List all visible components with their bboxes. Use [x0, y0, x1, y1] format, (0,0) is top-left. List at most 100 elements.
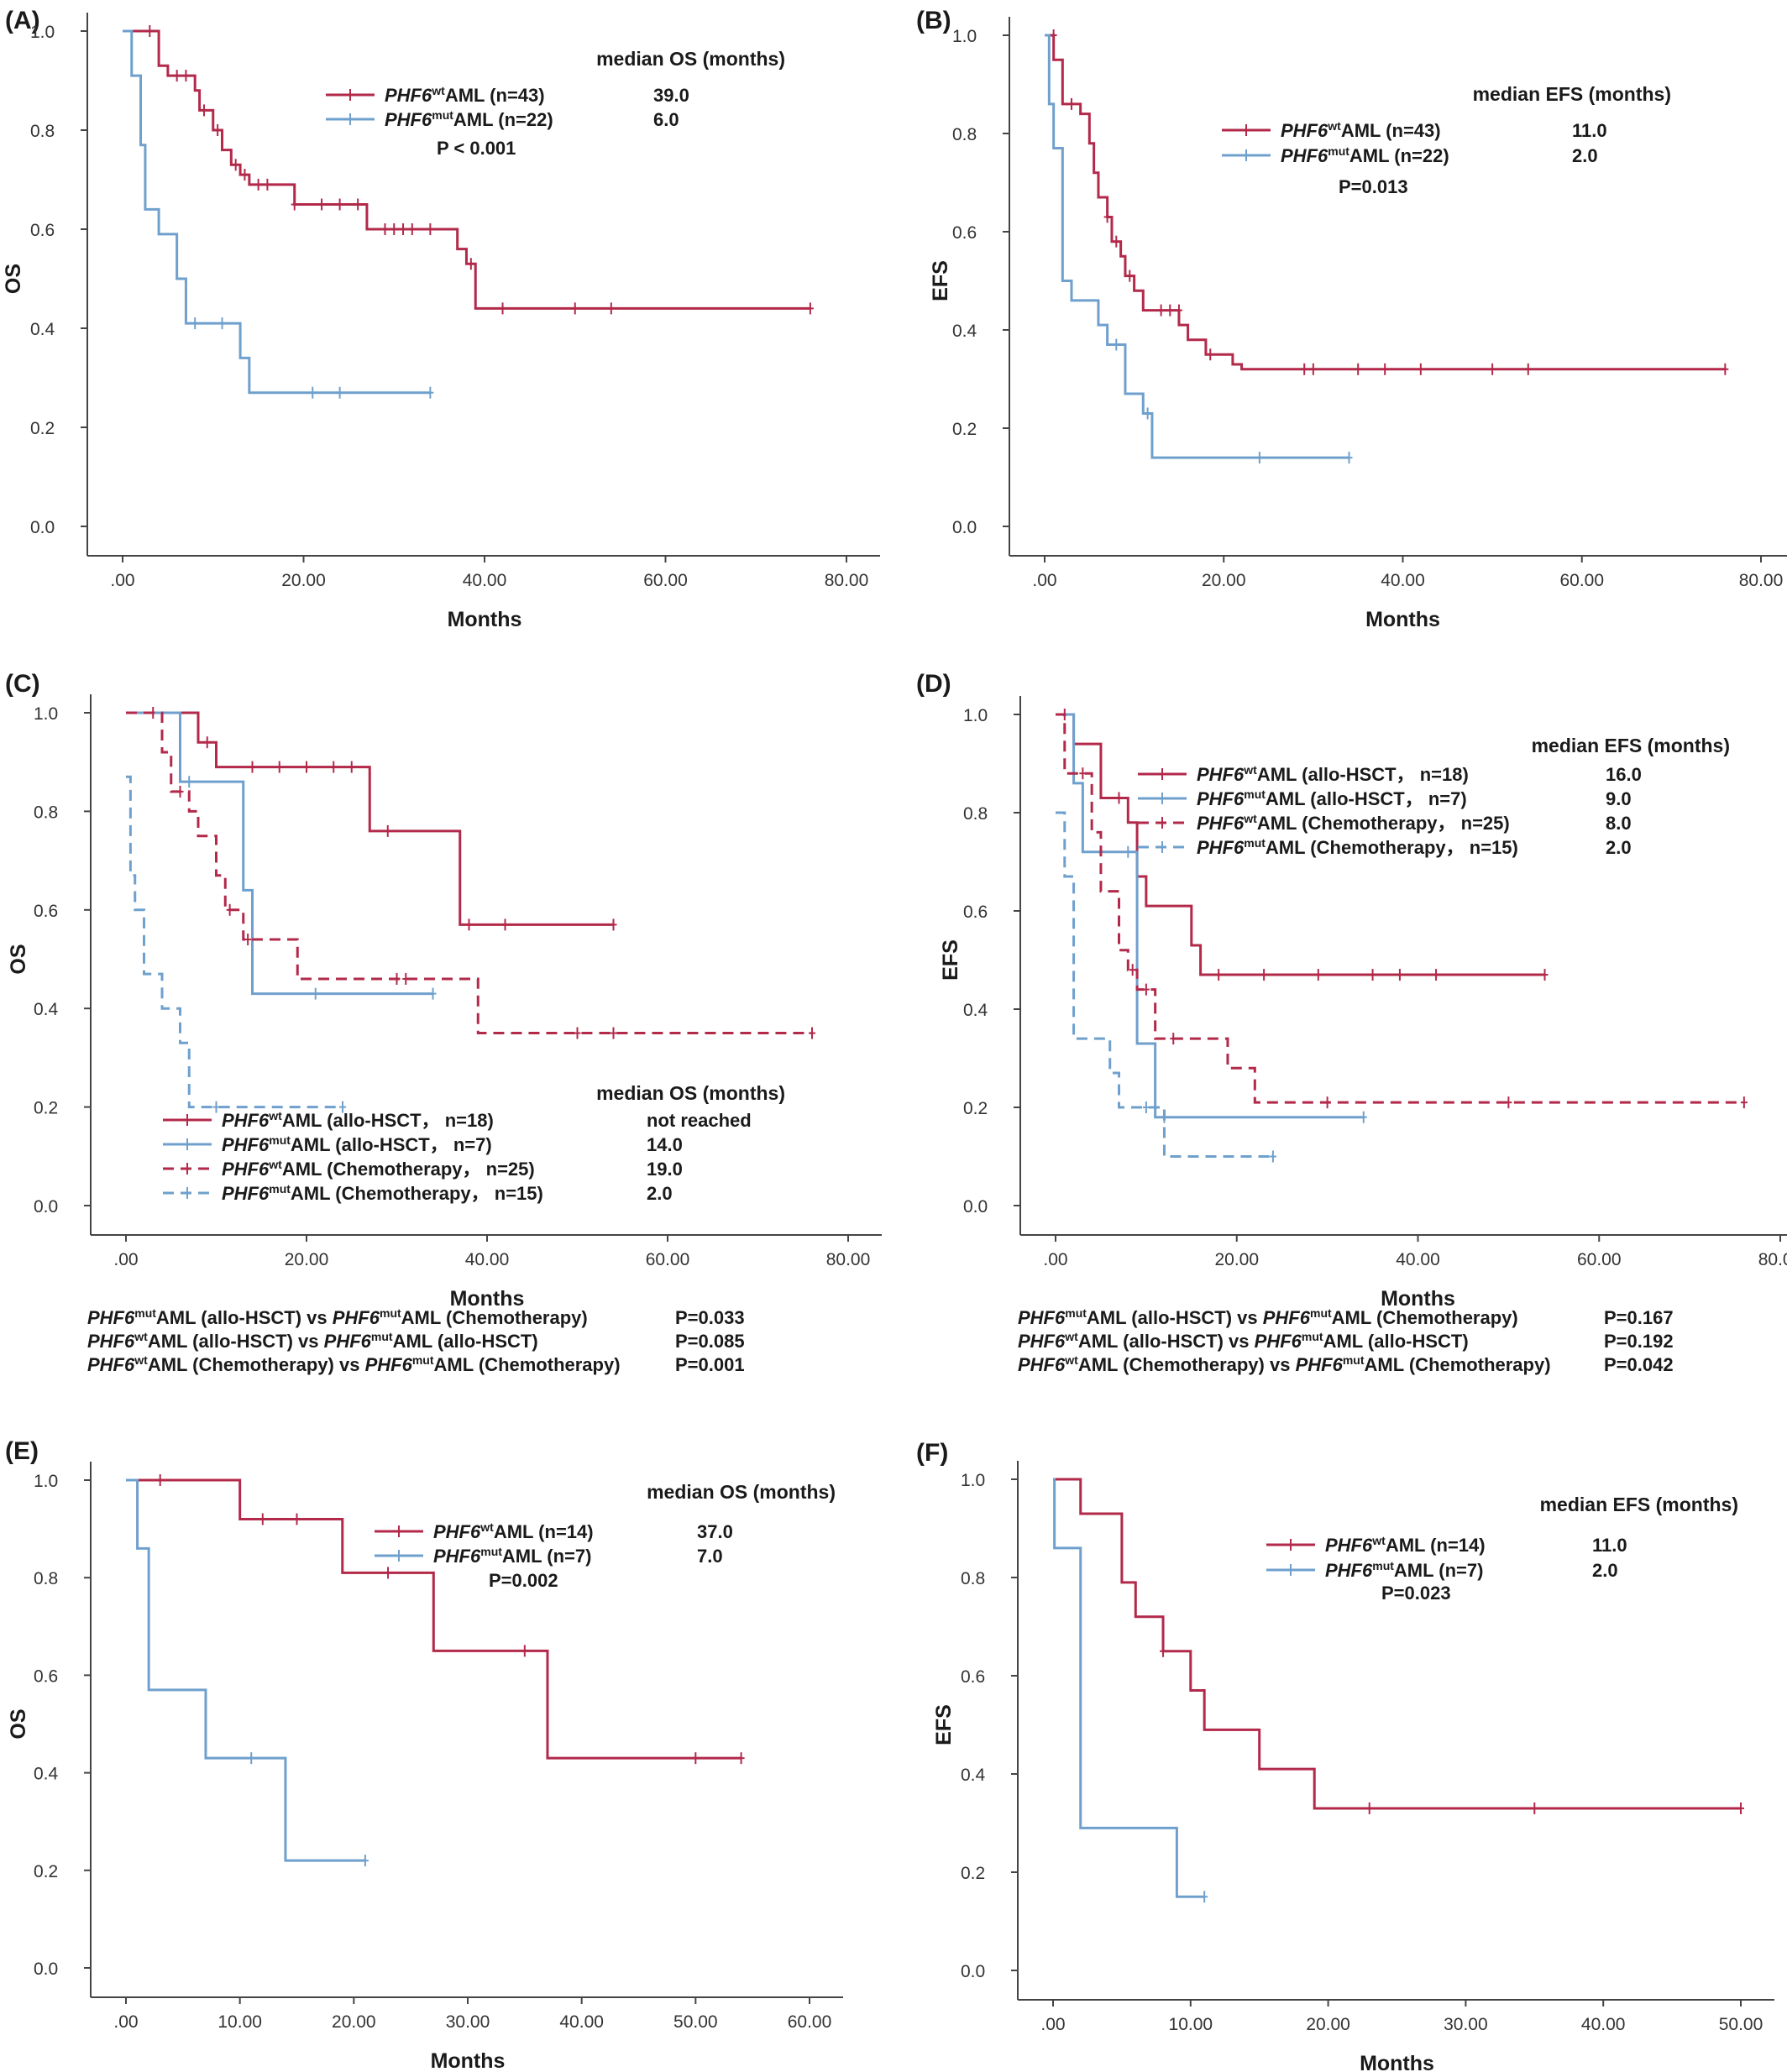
legend-median-value: 6.0 [653, 109, 679, 130]
panel-f: (F) 0.0 0.2 0.4 0.6 0.8 1.0 .00 10.00 20.00 30.00 4… [916, 1439, 1774, 2072]
y-tick-label: 0.2 [961, 1864, 985, 1883]
legend-entry: PHF6wtAML (Chemotherapy， n=25) [1197, 812, 1510, 834]
legend-entry: PHF6mutAML (Chemotherapy， n=15) [222, 1182, 543, 1204]
y-tick-label: 0.6 [961, 1667, 985, 1687]
x-tick-label: 40.00 [463, 571, 507, 590]
legend-entry: PHF6mutAML (n=22) [1281, 144, 1449, 166]
y-axis-title: EFS [929, 260, 952, 301]
x-axis-title: Months [1360, 2052, 1434, 2072]
comparison-p-value: P=0.042 [1604, 1354, 1674, 1375]
x-tick-label: 20.00 [1202, 571, 1246, 590]
panel-label: (E) [5, 1437, 39, 1465]
x-tick-label: 60.00 [1577, 1250, 1622, 1269]
x-tick-label: .00 [1032, 571, 1056, 590]
x-tick-label: 20.00 [1214, 1250, 1259, 1269]
legend-entry: PHF6mutAML (n=7) [433, 1545, 591, 1567]
x-tick-label: .00 [113, 1250, 138, 1269]
p-value: P < 0.001 [437, 138, 516, 159]
legend-title: median OS (months) [596, 1082, 785, 1104]
y-axis-title: EFS [932, 1704, 956, 1745]
comparison-p-value: P=0.192 [1604, 1331, 1674, 1352]
y-tick-label: 0.4 [961, 1766, 986, 1785]
panel-e: (E) 0.0 0.2 0.4 0.6 0.8 1.0 .00 10.00 20.00 30.00 4… [5, 1437, 843, 2072]
x-tick-label: 80.00 [1758, 1250, 1787, 1269]
legend-median-value: 2.0 [647, 1183, 673, 1204]
x-tick-label: .00 [113, 2012, 138, 2032]
x-tick-label: .00 [110, 571, 134, 590]
x-tick-label: 30.00 [1444, 2015, 1488, 2034]
y-tick-label: 0.0 [963, 1197, 988, 1217]
panel-label: (D) [916, 670, 951, 698]
legend-median-value: 11.0 [1592, 1535, 1627, 1556]
km-curve-mut-1 [1056, 713, 1364, 1119]
y-tick-label: 0.4 [34, 1765, 59, 1784]
x-tick-label: .00 [1043, 1250, 1067, 1269]
x-tick-label: 20.00 [332, 2012, 376, 2032]
y-tick-label: 1.0 [952, 27, 977, 46]
legend-entry: PHF6mutAML (n=22) [385, 108, 553, 130]
p-value: P=0.002 [489, 1570, 558, 1591]
comparison-text: PHF6wtAML (Chemotherapy) vs PHF6mutAML (… [1018, 1353, 1551, 1375]
x-tick-label: 40.00 [1581, 2015, 1626, 2034]
km-curve-wt-0 [1056, 713, 1545, 976]
x-tick-label: 10.00 [217, 2012, 262, 2032]
km-curve-mut-1 [123, 29, 431, 395]
legend-entry: PHF6wtAML (allo-HSCT， n=18) [1197, 763, 1469, 785]
legend-title: median EFS (months) [1540, 1494, 1738, 1515]
y-tick-label: 0.2 [963, 1099, 988, 1118]
km-curve-mut-1 [1045, 34, 1349, 459]
x-tick-label: 10.00 [1169, 2015, 1213, 2034]
x-tick-label: 20.00 [281, 571, 326, 590]
x-tick-label: 60.00 [643, 571, 688, 590]
legend-title: median EFS (months) [1473, 83, 1671, 105]
legend-entry: PHF6wtAML (n=43) [1281, 119, 1441, 141]
y-tick-label: 1.0 [34, 1472, 58, 1491]
legend-median-value: 2.0 [1606, 837, 1632, 858]
x-axis-title: Months [448, 608, 522, 631]
legend-median-value: 8.0 [1606, 813, 1632, 834]
y-tick-label: 0.8 [952, 125, 977, 144]
km-curve-mut-1 [1053, 1478, 1205, 1898]
y-tick-label: 0.8 [961, 1569, 985, 1588]
legend-entry: PHF6wtAML (n=14) [433, 1520, 594, 1542]
y-tick-label: 0.8 [34, 803, 58, 822]
km-curve-mut-1 [126, 1478, 365, 1862]
x-tick-label: 60.00 [1559, 571, 1604, 590]
x-tick-label: 50.00 [1719, 2015, 1763, 2034]
y-tick-label: 0.6 [30, 221, 55, 240]
y-tick-label: 0.6 [952, 223, 977, 243]
km-curve-wt-0 [126, 711, 614, 926]
legend-entry: PHF6wtAML (Chemotherapy， n=25) [222, 1158, 535, 1180]
y-tick-label: 0.6 [963, 903, 988, 922]
p-value: P=0.023 [1381, 1583, 1451, 1604]
y-tick-label: 0.2 [34, 1099, 58, 1118]
panel-d: (D) 0.0 0.2 0.4 0.6 0.8 1.0 .00 20.00 40.00 60.00 8… [916, 670, 1787, 1375]
x-tick-label: 20.00 [1306, 2015, 1350, 2034]
comparison-text: PHF6wtAML (allo-HSCT) vs PHF6mutAML (all… [1018, 1330, 1469, 1352]
x-axis-title: Months [450, 1287, 525, 1311]
x-tick-label: 30.00 [446, 2012, 490, 2032]
y-tick-label: 0.4 [30, 320, 55, 339]
legend-entry: PHF6mutAML (Chemotherapy， n=15) [1197, 836, 1518, 858]
legend-median-value: 16.0 [1606, 764, 1642, 785]
legend-entry: PHF6mutAML (allo-HSCT， n=7) [222, 1133, 492, 1155]
x-axis-title: Months [1381, 1287, 1455, 1311]
y-tick-label: 0.2 [34, 1862, 58, 1881]
legend-median-value: 19.0 [647, 1159, 683, 1180]
y-tick-label: 1.0 [34, 704, 58, 724]
y-axis-title: EFS [939, 939, 962, 981]
comparison-p-value: P=0.085 [675, 1331, 745, 1352]
y-tick-label: 1.0 [961, 1471, 985, 1490]
legend-title: median OS (months) [596, 48, 785, 70]
y-tick-label: 0.6 [34, 902, 58, 921]
x-tick-label: 40.00 [465, 1250, 510, 1269]
y-tick-label: 0.8 [30, 122, 55, 141]
km-curve-wt-0 [1045, 34, 1726, 371]
p-value: P=0.013 [1339, 176, 1408, 197]
legend-entry: PHF6mutAML (n=7) [1325, 1559, 1483, 1581]
panel-a: (A) 0.0 0.2 0.4 0.6 0.8 1.0 .00 20.00 40.00 60.00 8… [2, 7, 880, 631]
legend-title: median EFS (months) [1532, 735, 1730, 756]
x-tick-label: 60.00 [788, 2012, 832, 2032]
km-curve-wt-0 [1053, 1478, 1741, 1810]
